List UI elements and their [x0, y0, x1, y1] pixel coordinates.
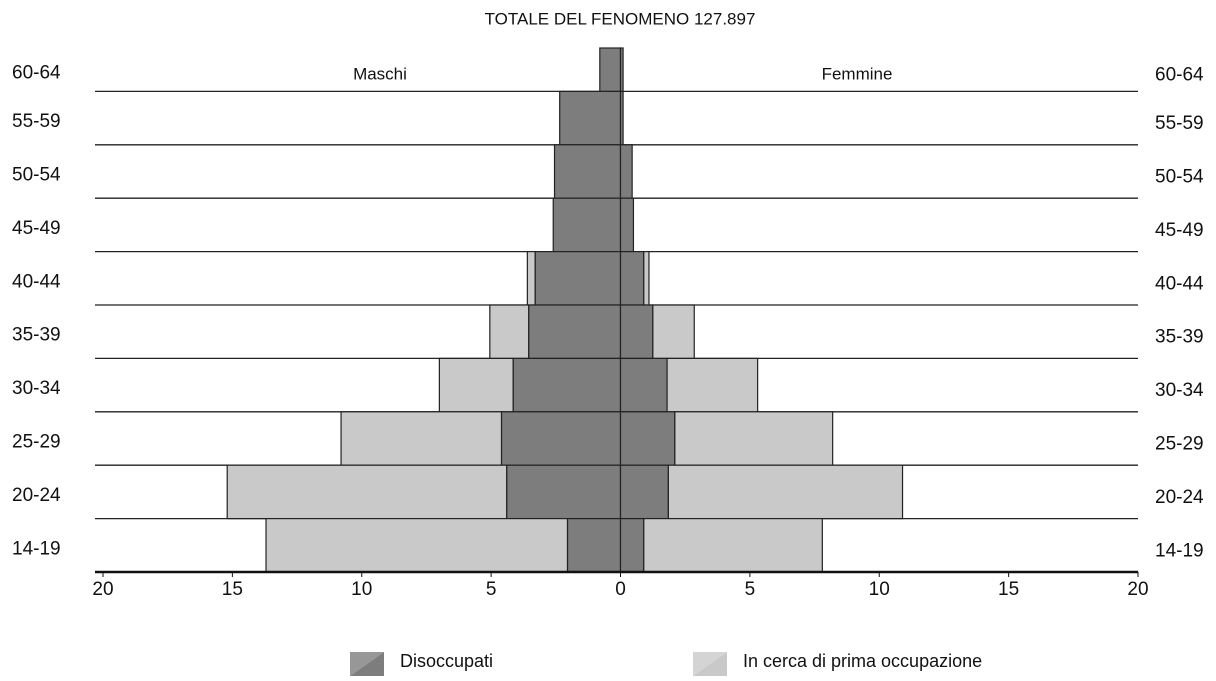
- bar: [506, 464, 622, 520]
- category-label: 45-49: [1155, 220, 1204, 241]
- bar: [643, 517, 823, 573]
- group-label: Maschi: [353, 64, 407, 83]
- x-tick-label: 10: [351, 579, 372, 600]
- bar: [489, 304, 530, 360]
- category-label: 20-24: [12, 485, 61, 506]
- bar: [619, 144, 633, 199]
- x-tick-label: 15: [222, 579, 243, 600]
- chart-title: TOTALE DEL FENOMENO 127.897: [485, 9, 756, 28]
- bar: [619, 197, 635, 253]
- category-label: 50-54: [1155, 167, 1204, 188]
- bar: [619, 517, 645, 573]
- category-label: 35-39: [1155, 327, 1204, 348]
- bar: [619, 90, 624, 146]
- category-label: 60-64: [12, 63, 61, 84]
- category-label: 14-19: [1155, 540, 1204, 561]
- x-tick-label: 20: [92, 579, 113, 600]
- category-label: 20-24: [1155, 487, 1204, 508]
- bar: [667, 464, 904, 520]
- category-label: 40-44: [12, 271, 61, 292]
- category-label: 50-54: [12, 165, 61, 186]
- bar: [265, 517, 569, 573]
- category-label: 55-59: [1155, 113, 1204, 134]
- bar: [619, 464, 669, 520]
- bar: [666, 357, 759, 413]
- bar: [566, 517, 622, 573]
- x-tick-label: 0: [615, 579, 626, 600]
- x-tick-label: 15: [998, 579, 1019, 600]
- category-label: 14-19: [12, 538, 61, 559]
- bar: [512, 357, 622, 413]
- bar: [528, 304, 622, 360]
- category-label: 45-49: [12, 218, 61, 239]
- bar: [226, 464, 508, 520]
- bar: [559, 90, 622, 146]
- category-label: 25-29: [12, 432, 61, 453]
- bar: [619, 47, 624, 93]
- bar: [619, 251, 645, 306]
- legend-label: In cerca di prima occupazione: [743, 651, 982, 671]
- bar: [619, 357, 668, 413]
- bar: [643, 251, 650, 306]
- bar: [619, 304, 654, 360]
- bar: [500, 411, 622, 466]
- category-label: 35-39: [12, 325, 61, 346]
- bar: [534, 251, 622, 306]
- bar: [438, 357, 514, 413]
- category-label: 30-34: [12, 378, 61, 399]
- bar: [526, 251, 536, 306]
- x-tick-label: 5: [486, 579, 497, 600]
- bar: [619, 411, 676, 466]
- category-label: 40-44: [1155, 273, 1204, 294]
- category-label: 25-29: [1155, 434, 1204, 455]
- bar: [552, 197, 622, 253]
- category-label: 60-64: [1155, 65, 1204, 86]
- category-label: 55-59: [12, 111, 61, 132]
- bar: [652, 304, 695, 360]
- group-label: Femmine: [822, 64, 893, 83]
- x-tick-label: 20: [1127, 579, 1148, 600]
- bar: [599, 47, 622, 93]
- legend-label: Disoccupati: [400, 651, 493, 671]
- bar: [340, 411, 503, 466]
- category-label: 30-34: [1155, 380, 1204, 401]
- bar: [553, 144, 622, 199]
- bar: [674, 411, 834, 466]
- legend-swatch: [693, 652, 727, 676]
- x-tick-label: 5: [745, 579, 756, 600]
- x-tick-label: 10: [869, 579, 890, 600]
- legend-swatch: [350, 652, 384, 676]
